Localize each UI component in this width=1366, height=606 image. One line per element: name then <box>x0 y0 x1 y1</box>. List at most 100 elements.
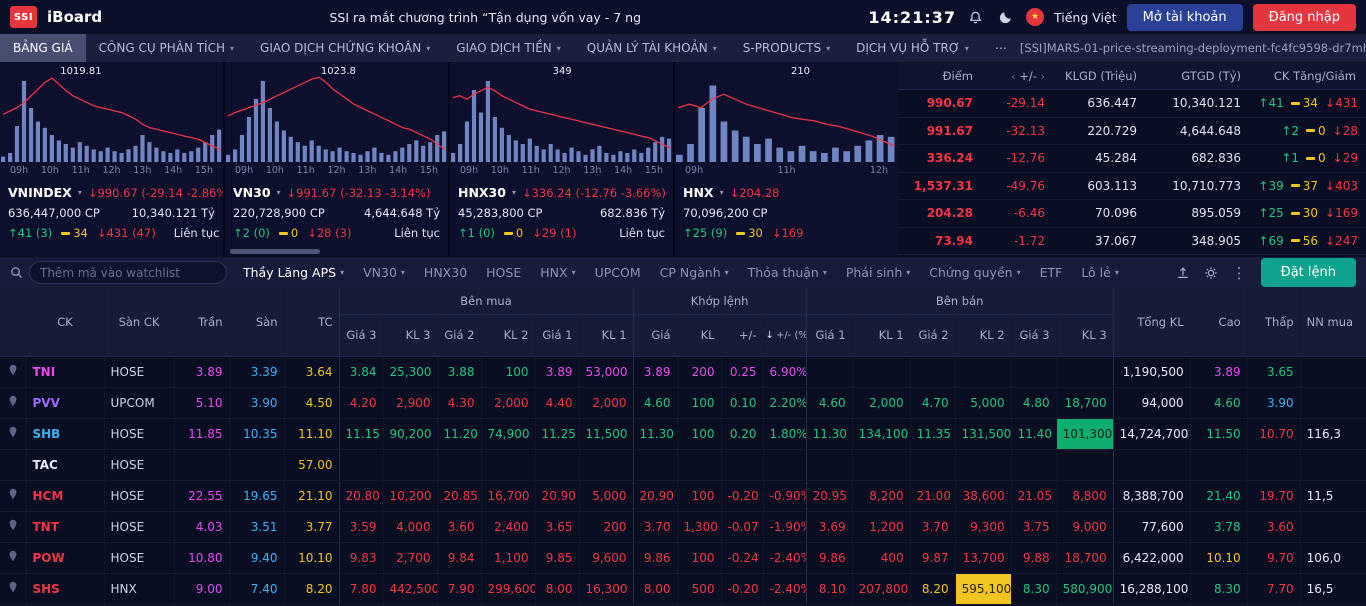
sell-cell[interactable] <box>910 356 956 388</box>
match-cell[interactable]: 0.25 <box>721 356 764 388</box>
ticker-cell[interactable]: SHS <box>26 573 104 605</box>
pin-icon[interactable] <box>0 573 26 605</box>
sell-cell[interactable]: 595,100 <box>955 573 1012 605</box>
buy-cell[interactable]: 4.20 <box>339 387 383 419</box>
match-cell[interactable]: -0.24 <box>721 542 764 574</box>
col-match-price[interactable]: Giá <box>633 314 678 357</box>
buy-cell[interactable]: 20.80 <box>339 480 383 512</box>
buy-cell[interactable]: 2,000 <box>579 387 634 419</box>
match-cell[interactable]: -0.20 <box>721 480 764 512</box>
sell-cell[interactable]: 13,700 <box>955 542 1012 574</box>
more-options-icon[interactable]: ⋮ <box>1231 263 1247 282</box>
buy-cell[interactable] <box>579 449 634 481</box>
nav-item-b-ng-gi[interactable]: BẢNG GIÁ <box>0 34 86 62</box>
sell-cell[interactable]: 38,600 <box>955 480 1012 512</box>
col-sell-vol3[interactable]: KL 3 <box>1056 314 1114 357</box>
match-cell[interactable]: 0.20 <box>721 418 764 450</box>
pin-icon[interactable] <box>0 542 26 574</box>
sell-cell[interactable]: 8,200 <box>852 480 911 512</box>
match-cell[interactable]: -2.40% <box>763 542 807 574</box>
buy-cell[interactable] <box>383 449 437 481</box>
buy-cell[interactable]: 16,300 <box>579 573 634 605</box>
sell-cell[interactable]: 8,800 <box>1056 480 1114 512</box>
sell-cell[interactable] <box>806 449 853 481</box>
pin-icon[interactable] <box>0 480 26 512</box>
sell-cell[interactable]: 131,500 <box>955 418 1012 450</box>
buy-cell[interactable] <box>339 449 383 481</box>
sell-cell[interactable]: 207,800 <box>852 573 911 605</box>
index-mini-chart[interactable]: 1023.8 <box>225 62 448 164</box>
buy-cell[interactable]: 3.88 <box>437 356 481 388</box>
match-cell[interactable]: 500 <box>677 573 722 605</box>
sell-cell[interactable] <box>852 356 911 388</box>
buy-cell[interactable]: 11,500 <box>579 418 634 450</box>
match-cell[interactable]: 100 <box>677 480 722 512</box>
col-total-volume[interactable]: Tổng KL <box>1113 288 1191 357</box>
col-sell-vol2[interactable]: KL 2 <box>955 314 1012 357</box>
match-cell[interactable]: 100 <box>677 542 722 574</box>
buy-cell[interactable]: 200 <box>579 511 634 543</box>
prev-arrow-icon[interactable]: ‹ <box>1011 69 1016 83</box>
index-mini-chart[interactable]: 349 <box>450 62 673 164</box>
buy-cell[interactable]: 8.00 <box>535 573 579 605</box>
index-mini-chart[interactable]: 1019.81 <box>0 62 223 164</box>
buy-cell[interactable]: 4.40 <box>535 387 579 419</box>
ticker-cell[interactable]: TNT <box>26 511 104 543</box>
sell-cell[interactable]: 4.80 <box>1011 387 1057 419</box>
buy-cell[interactable]: 3.65 <box>535 511 579 543</box>
match-cell[interactable]: -0.07 <box>721 511 764 543</box>
match-cell[interactable] <box>633 449 678 481</box>
col-sell-price2[interactable]: Giá 2 <box>910 314 956 357</box>
sell-cell[interactable]: 8.30 <box>1011 573 1057 605</box>
bell-icon[interactable] <box>966 7 986 27</box>
nav-item-giao-d-ch-ti-n[interactable]: GIAO DỊCH TIỀN ▾ <box>456 41 561 55</box>
buy-cell[interactable]: 2,700 <box>383 542 437 574</box>
login-button[interactable]: Đăng nhập <box>1252 3 1356 31</box>
search-input[interactable] <box>40 265 216 280</box>
match-cell[interactable]: 3.70 <box>633 511 678 543</box>
pin-icon[interactable] <box>0 356 26 388</box>
buy-cell[interactable]: 10,200 <box>383 480 437 512</box>
buy-cell[interactable]: 9.83 <box>339 542 383 574</box>
col-sell-vol1[interactable]: KL 1 <box>852 314 911 357</box>
buy-cell[interactable]: 299,600 <box>481 573 535 605</box>
match-cell[interactable] <box>763 449 807 481</box>
buy-cell[interactable]: 2,400 <box>481 511 535 543</box>
sell-cell[interactable]: 101,300 <box>1056 418 1114 450</box>
match-cell[interactable]: 2.20% <box>763 387 807 419</box>
match-cell[interactable]: 8.00 <box>633 573 678 605</box>
col-buy-price2[interactable]: Giá 2 <box>437 314 482 357</box>
sell-cell[interactable]: 9,000 <box>1056 511 1114 543</box>
tab-th-a-thu-n[interactable]: Thỏa thuận ▾ <box>747 265 827 280</box>
watchlist-search[interactable] <box>29 261 227 284</box>
match-cell[interactable]: 11.30 <box>633 418 678 450</box>
match-cell[interactable]: 200 <box>677 356 722 388</box>
sell-cell[interactable] <box>1056 356 1114 388</box>
sell-cell[interactable]: 20.95 <box>806 480 853 512</box>
buy-cell[interactable]: 90,200 <box>383 418 437 450</box>
moon-icon[interactable] <box>996 7 1016 27</box>
buy-cell[interactable]: 3.84 <box>339 356 383 388</box>
match-cell[interactable]: -2.40% <box>763 573 807 605</box>
buy-cell[interactable]: 9,600 <box>579 542 634 574</box>
ticker-cell[interactable]: TNI <box>26 356 104 388</box>
sell-cell[interactable]: 5,000 <box>955 387 1012 419</box>
buy-cell[interactable]: 74,900 <box>481 418 535 450</box>
match-cell[interactable]: -0.90% <box>763 480 807 512</box>
buy-cell[interactable] <box>481 449 535 481</box>
buy-cell[interactable]: 11.15 <box>339 418 383 450</box>
buy-cell[interactable] <box>437 449 481 481</box>
col-sell-price1[interactable]: Giá 1 <box>806 314 853 357</box>
col-foreign-buy[interactable]: NN mua <box>1300 288 1366 357</box>
buy-cell[interactable]: 3.89 <box>535 356 579 388</box>
pin-icon[interactable] <box>0 387 26 419</box>
match-cell[interactable]: 9.86 <box>633 542 678 574</box>
sell-cell[interactable]: 400 <box>852 542 911 574</box>
nav-item-c-ng-c-ph-n-t-ch[interactable]: CÔNG CỤ PHÂN TÍCH ▾ <box>98 41 235 55</box>
match-cell[interactable]: -0.20 <box>721 573 764 605</box>
ticker-cell[interactable]: HCM <box>26 480 104 512</box>
col-buy-price3[interactable]: Giá 3 <box>339 314 384 357</box>
nav-item-giao-d-ch-ch-ng-kho-n[interactable]: GIAO DỊCH CHỨNG KHOÁN ▾ <box>260 41 431 55</box>
sell-cell[interactable]: 3.69 <box>806 511 853 543</box>
ticker-cell[interactable]: POW <box>26 542 104 574</box>
